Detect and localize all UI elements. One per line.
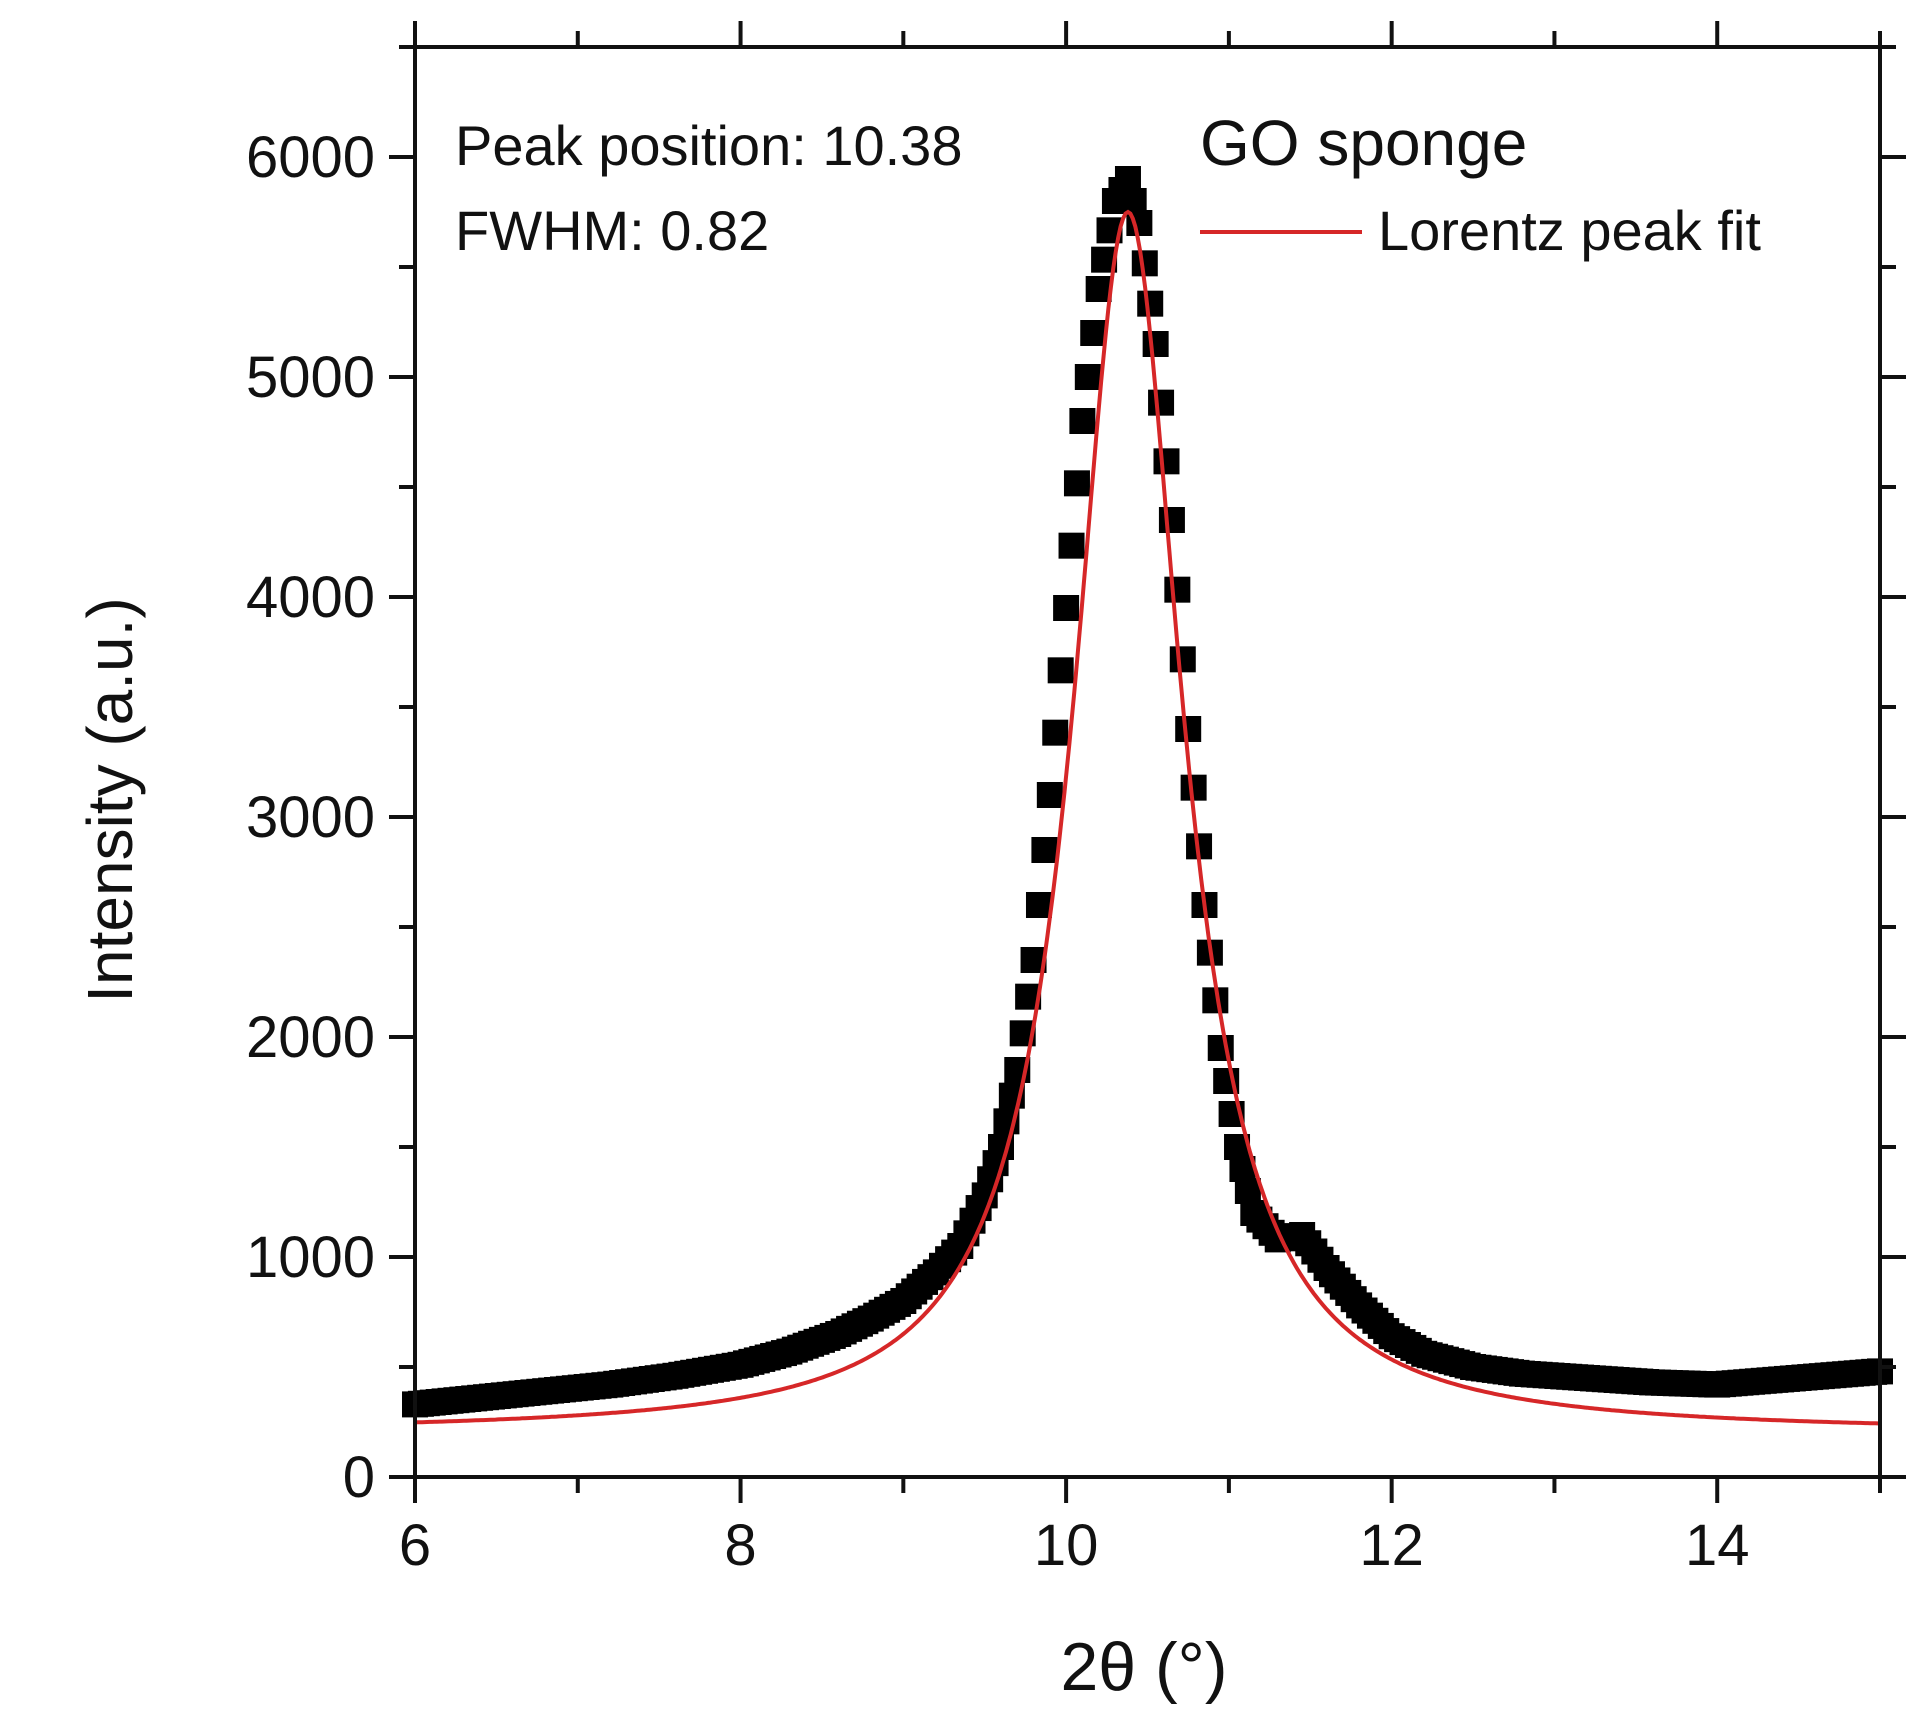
scatter-point xyxy=(1031,837,1058,863)
y-tick-label: 5000 xyxy=(246,345,375,410)
y-tick-label: 1000 xyxy=(246,1225,375,1290)
y-axis-label: Intensity (a.u.) xyxy=(74,597,146,1003)
x-tick-label: 10 xyxy=(1034,1513,1099,1578)
scatter-point xyxy=(1153,448,1180,475)
scatter-point xyxy=(1137,290,1164,317)
scatter-point xyxy=(1234,1178,1261,1204)
x-tick-label: 12 xyxy=(1359,1513,1424,1578)
y-tick-label: 2000 xyxy=(246,1005,375,1070)
scatter-point xyxy=(1074,364,1101,390)
x-tick-label: 6 xyxy=(399,1513,431,1578)
y-tick-label: 3000 xyxy=(246,785,375,850)
scatter-point xyxy=(1042,719,1069,746)
axes: 6 8 10 12 14 0 1000 2000 3000 4000 5000 6000 xyxy=(246,21,1906,1578)
scatter-point xyxy=(1114,166,1141,192)
scatter-point xyxy=(1120,188,1147,214)
x-axis-label: 2θ (°) xyxy=(1060,1629,1227,1705)
annotation-fwhm: FWHM: 0.82 xyxy=(455,199,769,262)
y-tick-label: 4000 xyxy=(246,565,375,630)
scatter-point xyxy=(1053,595,1080,621)
legend-label-lorentz-fit: Lorentz peak fit xyxy=(1378,199,1761,262)
scatter-point xyxy=(1164,576,1191,603)
y-tick-label: 0 xyxy=(343,1445,375,1510)
lorentz-fit-line xyxy=(414,209,1881,1426)
scatter-point xyxy=(1148,389,1175,416)
legend-label-go-sponge: GO sponge xyxy=(1200,107,1527,179)
plot-area xyxy=(402,166,1893,1426)
scatter-point xyxy=(1025,892,1052,918)
scatter-point xyxy=(1169,646,1196,673)
scatter-point xyxy=(1047,657,1074,684)
plot-frame xyxy=(413,45,1882,1479)
scatter-point xyxy=(1069,408,1096,434)
y-tick-label: 6000 xyxy=(246,125,375,190)
scatter-point xyxy=(1063,470,1090,497)
x-tick-label: 14 xyxy=(1685,1513,1750,1578)
scatter-point xyxy=(1080,320,1107,346)
scatter-point xyxy=(1036,782,1063,808)
scatter-point xyxy=(1085,276,1112,302)
legend: GO sponge Lorentz peak fit xyxy=(1200,107,1761,262)
x-tick-label: 8 xyxy=(724,1513,756,1578)
scatter-point xyxy=(1058,532,1085,559)
scatter-point xyxy=(1158,507,1185,533)
scatter-point xyxy=(1142,331,1169,357)
annotation-peak-position: Peak position: 10.38 xyxy=(455,114,962,177)
scatter-point xyxy=(1175,716,1202,742)
